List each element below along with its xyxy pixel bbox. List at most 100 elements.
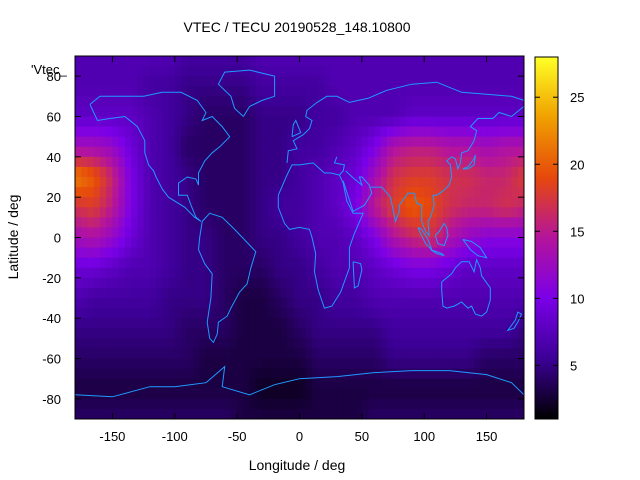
heatmap-cell — [318, 277, 326, 289]
heatmap-cell — [174, 388, 182, 400]
heatmap-cell — [212, 86, 220, 97]
heatmap-cell — [355, 287, 363, 299]
heatmap-cell — [517, 388, 524, 400]
heatmap-cell — [199, 177, 207, 188]
heatmap-cell — [442, 257, 450, 269]
heatmap-cell — [106, 287, 114, 299]
heatmap-cell — [343, 398, 350, 410]
heatmap-cell — [411, 378, 419, 390]
heatmap-cell — [368, 267, 375, 279]
heatmap-cell — [224, 156, 232, 168]
heatmap-cell — [505, 318, 513, 329]
heatmap-cell — [143, 267, 151, 279]
heatmap-cell — [224, 338, 232, 350]
heatmap-cell — [436, 388, 444, 400]
heatmap-cell — [467, 318, 475, 329]
heatmap-cell — [324, 348, 332, 360]
heatmap-cell — [374, 126, 382, 138]
heatmap-cell — [343, 126, 350, 138]
heatmap-cell — [75, 126, 82, 138]
heatmap-cell — [187, 166, 195, 178]
heatmap-cell — [193, 56, 201, 67]
heatmap-cell — [293, 56, 301, 67]
heatmap-cell — [424, 308, 432, 319]
heatmap-cell — [492, 197, 500, 208]
heatmap-cell — [168, 136, 176, 148]
heatmap-cell — [349, 126, 357, 138]
heatmap-cell — [480, 277, 488, 289]
heatmap-cell — [274, 308, 282, 319]
heatmap-cell — [193, 358, 201, 370]
heatmap-cell — [380, 207, 388, 218]
heatmap-cell — [455, 398, 463, 410]
heatmap-cell — [237, 187, 244, 198]
heatmap-cell — [380, 156, 388, 168]
heatmap-cell — [255, 398, 263, 410]
heatmap-cell — [349, 298, 357, 309]
heatmap-cell — [436, 257, 444, 269]
heatmap-cell — [174, 358, 182, 370]
heatmap-cell — [305, 86, 313, 97]
heatmap-cell — [93, 166, 101, 178]
heatmap-cell — [393, 398, 400, 410]
heatmap-cell — [386, 247, 394, 259]
heatmap-cell — [417, 76, 425, 87]
heatmap-cell — [156, 267, 163, 279]
heatmap-cell — [330, 126, 338, 138]
heatmap-cell — [137, 207, 145, 218]
heatmap-cell — [218, 227, 226, 239]
heatmap-cell — [93, 126, 101, 138]
heatmap-cell — [517, 86, 524, 97]
heatmap-cell — [230, 86, 238, 97]
heatmap-cell — [143, 368, 151, 380]
heatmap-cell — [474, 408, 481, 419]
heatmap-cell — [137, 96, 145, 108]
heatmap-cell — [343, 86, 350, 97]
heatmap-cell — [106, 126, 114, 138]
heatmap-cell — [349, 86, 357, 97]
heatmap-cell — [81, 328, 89, 339]
heatmap-cell — [162, 328, 170, 339]
heatmap-cell — [399, 277, 407, 289]
heatmap-cell — [486, 116, 494, 128]
heatmap-cell — [480, 328, 488, 339]
heatmap-cell — [293, 267, 301, 279]
heatmap-cell — [112, 237, 120, 249]
heatmap-cell — [505, 156, 513, 168]
heatmap-cell — [455, 338, 463, 350]
heatmap-cell — [374, 247, 382, 259]
heatmap-cell — [436, 378, 444, 390]
heatmap-cell — [430, 106, 438, 118]
heatmap-cell — [393, 146, 400, 158]
heatmap-cell — [405, 247, 413, 259]
heatmap-cell — [436, 267, 444, 279]
heatmap-cell — [174, 86, 182, 97]
heatmap-cell — [417, 348, 425, 360]
heatmap-cell — [449, 207, 457, 218]
heatmap-cell — [118, 166, 126, 178]
heatmap-cell — [355, 96, 363, 108]
heatmap-cell — [81, 358, 89, 370]
heatmap-cell — [156, 86, 163, 97]
heatmap-cell — [131, 126, 138, 138]
heatmap-cell — [293, 338, 301, 350]
heatmap-cell — [162, 358, 170, 370]
heatmap-cell — [380, 287, 388, 299]
heatmap-cell — [505, 166, 513, 178]
heatmap-cell — [218, 318, 226, 329]
heatmap-cell — [143, 378, 151, 390]
heatmap-cell — [455, 116, 463, 128]
heatmap-cell — [262, 318, 269, 329]
heatmap-cell — [299, 388, 307, 400]
heatmap-cell — [386, 388, 394, 400]
heatmap-cell — [405, 328, 413, 339]
heatmap-cell — [517, 56, 524, 67]
heatmap-cell — [143, 126, 151, 138]
heatmap-cell — [311, 378, 319, 390]
heatmap-cell — [205, 166, 213, 178]
heatmap-cell — [106, 207, 114, 218]
heatmap-cell — [118, 237, 126, 249]
heatmap-cell — [349, 398, 357, 410]
heatmap-cell — [399, 197, 407, 208]
heatmap-cell — [393, 277, 400, 289]
